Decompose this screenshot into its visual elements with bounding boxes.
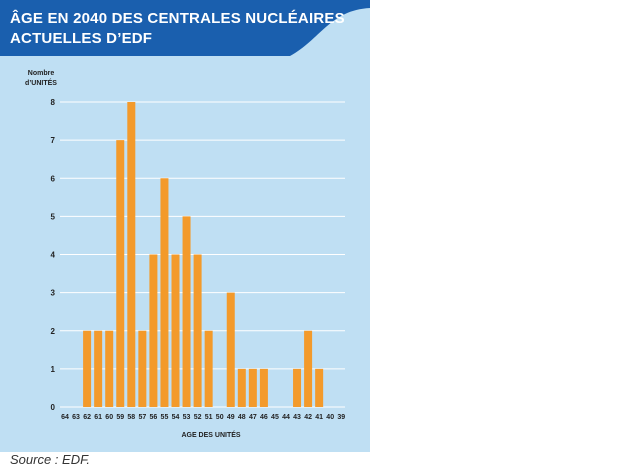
x-tick-label: 61 [94,414,102,421]
x-tick-label: 48 [238,414,246,421]
x-tick-label: 39 [337,414,345,421]
x-tick-label: 50 [216,414,224,421]
chart-title-line-2: ACTUELLES D’EDF [10,30,153,47]
y-tick-label: 3 [51,289,56,298]
x-tick-label: 51 [205,414,213,421]
x-tick-label: 47 [249,414,257,421]
y-tick-label: 0 [51,403,56,412]
x-tick-label: 46 [260,414,268,421]
bar-age-62 [83,330,92,407]
x-tick-label: 59 [116,414,124,421]
y-tick-label: 4 [51,251,56,260]
x-tick-label: 64 [61,414,69,421]
y-tick-label: 1 [51,365,56,374]
bar-age-41 [315,368,324,407]
header-banner-shape [0,0,370,56]
chart-title-line-1: ÂGE EN 2040 DES CENTRALES NUCLÉAIRES [10,10,345,27]
x-tick-label: 45 [271,414,279,421]
bar-age-55 [160,178,169,407]
y-tick-label: 6 [51,174,56,183]
x-tick-label: 43 [293,414,301,421]
bar-age-47 [248,368,257,407]
bar-age-48 [237,368,246,407]
bar-age-59 [116,140,125,407]
x-tick-label: 63 [72,414,80,421]
y-tick-label: 5 [51,212,56,221]
x-tick-label: 56 [150,414,158,421]
x-tick-label: 60 [105,414,113,421]
bar-age-49 [226,292,235,407]
bar-age-46 [259,368,268,407]
bar-age-52 [193,254,202,407]
x-tick-label: 44 [282,414,290,421]
chart-panel: ÂGE EN 2040 DES CENTRALES NUCLÉAIRES ACT… [0,0,370,452]
y-tick-label: 2 [51,327,56,336]
x-tick-label: 41 [315,414,323,421]
source-note: Source : EDF. [10,452,90,467]
bar-age-57 [138,330,147,407]
x-tick-label: 52 [194,414,202,421]
bar-age-60 [105,330,114,407]
bar-age-53 [182,216,191,407]
x-tick-label: 53 [183,414,191,421]
x-tick-label: 62 [83,414,91,421]
y-tick-label: 8 [51,98,56,107]
x-axis-label: AGE DES UNITÉS [181,430,240,439]
bar-age-58 [127,102,136,407]
x-tick-labels: 64 63 62 61 60 59 58 57 56 55 54 53 52 51 50 49 48 47 46 45… [61,414,345,421]
x-tick-label: 57 [138,414,146,421]
x-tick-label: 42 [304,414,312,421]
x-tick-label: 55 [161,414,169,421]
bar-age-43 [293,368,302,407]
bar-age-54 [171,254,180,407]
y-axis-label-line-2: d’UNITÉS [25,78,57,87]
x-tick-label: 58 [127,414,135,421]
bar-age-56 [149,254,158,407]
y-axis-label-line-1: Nombre [28,70,55,77]
y-tick-label: 7 [51,136,56,145]
bar-age-61 [94,330,103,407]
x-tick-label: 49 [227,414,235,421]
bars [83,102,324,407]
x-tick-label: 40 [326,414,334,421]
bar-age-51 [204,330,213,407]
x-tick-label: 54 [172,414,180,421]
header-banner [0,0,370,56]
bar-age-42 [304,330,313,407]
